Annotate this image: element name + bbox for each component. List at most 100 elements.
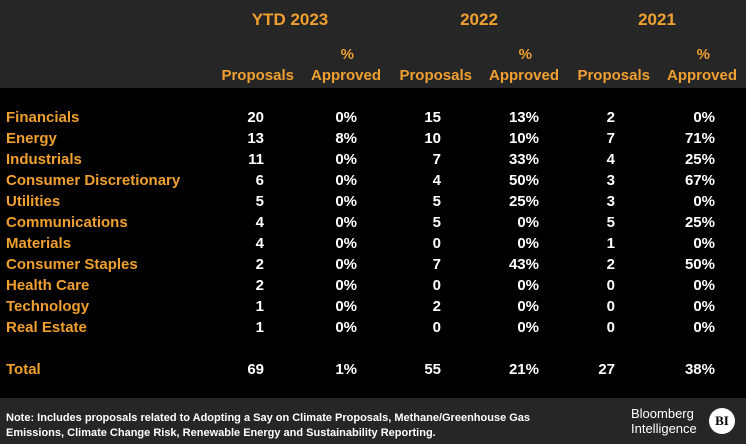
table-row-0-approved-ytd2023: 0% — [335, 109, 357, 126]
logo-line-intelligence: Intelligence — [631, 421, 697, 436]
table-row-7-proposals-ytd2023: 2 — [255, 256, 264, 273]
table-row-7-approved-2022: 43% — [508, 256, 539, 273]
table-row-9-proposals-2021: 0 — [606, 298, 615, 315]
table-row-9-label: Technology — [6, 298, 90, 315]
table-row-8-proposals-2021: 0 — [606, 277, 615, 294]
col-approved-ytd2023: Approved — [310, 67, 381, 84]
total-row-approved-2021: 38% — [684, 361, 715, 378]
total-row-label: Total — [6, 361, 41, 378]
table-row-8-label: Health Care — [6, 277, 90, 294]
table-row-5-approved-2022: 0% — [517, 214, 539, 231]
table-row-0-proposals-2021: 2 — [606, 109, 615, 126]
table-row-8-approved-2021: 0% — [693, 277, 715, 294]
col-approved-2021: Approved — [666, 67, 737, 84]
table-row-0-approved-2022: 13% — [508, 109, 539, 126]
col-pct-2022: % — [518, 46, 532, 63]
total-row-proposals-2022: 55 — [424, 361, 441, 378]
table-row-0-proposals-ytd2023: 20 — [247, 109, 264, 126]
table-row-6-approved-2021: 0% — [693, 235, 715, 252]
table-row-3-proposals-2021: 3 — [606, 172, 615, 189]
col-pct-ytd2023: % — [340, 46, 354, 63]
table-row-3-approved-2022: 50% — [508, 172, 539, 189]
table-row-4-proposals-ytd2023: 5 — [255, 193, 264, 210]
table-row-3-proposals-2022: 4 — [432, 172, 441, 189]
table-row-2-proposals-2022: 7 — [432, 151, 441, 168]
table-row-2-approved-2022: 33% — [508, 151, 539, 168]
total-row-approved-2022: 21% — [508, 361, 539, 378]
table-row-10-approved-ytd2023: 0% — [335, 319, 357, 336]
table-row-0-approved-2021: 0% — [693, 109, 715, 126]
table-row-1-proposals-2022: 10 — [424, 130, 441, 147]
col-proposals-2022: Proposals — [399, 67, 472, 84]
table-row-0-label: Financials — [6, 109, 80, 126]
table-row-7-proposals-2021: 2 — [606, 256, 615, 273]
table-row-9-approved-2022: 0% — [517, 298, 539, 315]
table-row-7-proposals-2022: 7 — [432, 256, 441, 273]
table-row-1-proposals-ytd2023: 13 — [247, 130, 264, 147]
table-row-10-proposals-ytd2023: 1 — [255, 319, 264, 336]
table-row-4-proposals-2022: 5 — [432, 193, 441, 210]
table-row-3-label: Consumer Discretionary — [6, 172, 181, 189]
table-row-1-approved-2021: 71% — [684, 130, 715, 147]
table-row-10-label: Real Estate — [6, 319, 87, 336]
footnote: Note: Includes proposals related to Adop… — [6, 412, 531, 439]
col-proposals-ytd2023: Proposals — [221, 67, 294, 84]
table-row-10-proposals-2022: 0 — [432, 319, 441, 336]
table-row-8-proposals-ytd2023: 2 — [255, 277, 264, 294]
table-row-1-label: Energy — [6, 130, 57, 147]
logo-wordmark: Bloomberg Intelligence — [631, 406, 697, 436]
bi-badge-icon: BI — [709, 408, 735, 434]
table-row-5-approved-ytd2023: 0% — [335, 214, 357, 231]
table-row-4-approved-2021: 0% — [693, 193, 715, 210]
table-row-5-label: Communications — [6, 214, 128, 231]
table-row-5-approved-2021: 25% — [684, 214, 715, 231]
table-row-10-proposals-2021: 0 — [606, 319, 615, 336]
table-row-8-proposals-2022: 0 — [432, 277, 441, 294]
table-row-5-proposals-2022: 5 — [432, 214, 441, 231]
year-header-2021: 2021 — [638, 10, 676, 29]
table-row-0-proposals-2022: 15 — [424, 109, 441, 126]
bloomberg-intelligence-logo: Bloomberg Intelligence BI — [631, 404, 741, 440]
table-row-2-proposals-2021: 4 — [606, 151, 615, 168]
table-row-5-proposals-ytd2023: 4 — [255, 214, 264, 231]
table-row-9-proposals-ytd2023: 1 — [255, 298, 264, 315]
table-row-4-proposals-2021: 3 — [606, 193, 615, 210]
col-approved-2022: Approved — [488, 67, 559, 84]
footer-band — [0, 398, 746, 444]
table-row-1-proposals-2021: 7 — [606, 130, 615, 147]
table-row-6-proposals-2021: 1 — [606, 235, 615, 252]
table-row-2-label: Industrials — [6, 151, 82, 168]
table-row-7-approved-2021: 50% — [684, 256, 715, 273]
table-row-6-label: Materials — [6, 235, 72, 252]
table-row-9-approved-2021: 0% — [693, 298, 715, 315]
table-row-10-approved-2022: 0% — [517, 319, 539, 336]
table-row-4-approved-2022: 25% — [508, 193, 539, 210]
table-row-9-approved-ytd2023: 0% — [335, 298, 357, 315]
year-header-2022: 2022 — [460, 10, 498, 29]
total-row-proposals-ytd2023: 69 — [247, 361, 264, 378]
table-row-10-approved-2021: 0% — [693, 319, 715, 336]
table-row-2-approved-2021: 25% — [684, 151, 715, 168]
col-proposals-2021: Proposals — [577, 67, 650, 84]
table-row-8-approved-2022: 0% — [517, 277, 539, 294]
total-row-approved-ytd2023: 1% — [335, 361, 357, 378]
table-row-7-approved-ytd2023: 0% — [335, 256, 357, 273]
table-row-2-approved-ytd2023: 0% — [335, 151, 357, 168]
table-row-6-approved-2022: 0% — [517, 235, 539, 252]
table-row-6-proposals-2022: 0 — [432, 235, 441, 252]
table-row-6-approved-ytd2023: 0% — [335, 235, 357, 252]
table-row-3-proposals-ytd2023: 6 — [255, 172, 264, 189]
col-pct-2021: % — [696, 46, 710, 63]
logo-line-bloomberg: Bloomberg — [631, 406, 694, 421]
table-row-4-label: Utilities — [6, 193, 61, 210]
total-row-proposals-2021: 27 — [598, 361, 615, 378]
table-row-6-proposals-ytd2023: 4 — [255, 235, 264, 252]
table-row-1-approved-ytd2023: 8% — [335, 130, 357, 147]
table-header-band — [0, 0, 746, 88]
table-row-5-proposals-2021: 5 — [606, 214, 615, 231]
table-row-2-proposals-ytd2023: 11 — [248, 151, 264, 168]
table-row-3-approved-2021: 67% — [684, 172, 715, 189]
table-row-8-approved-ytd2023: 0% — [335, 277, 357, 294]
table-row-9-proposals-2022: 2 — [432, 298, 441, 315]
table-row-3-approved-ytd2023: 0% — [335, 172, 357, 189]
